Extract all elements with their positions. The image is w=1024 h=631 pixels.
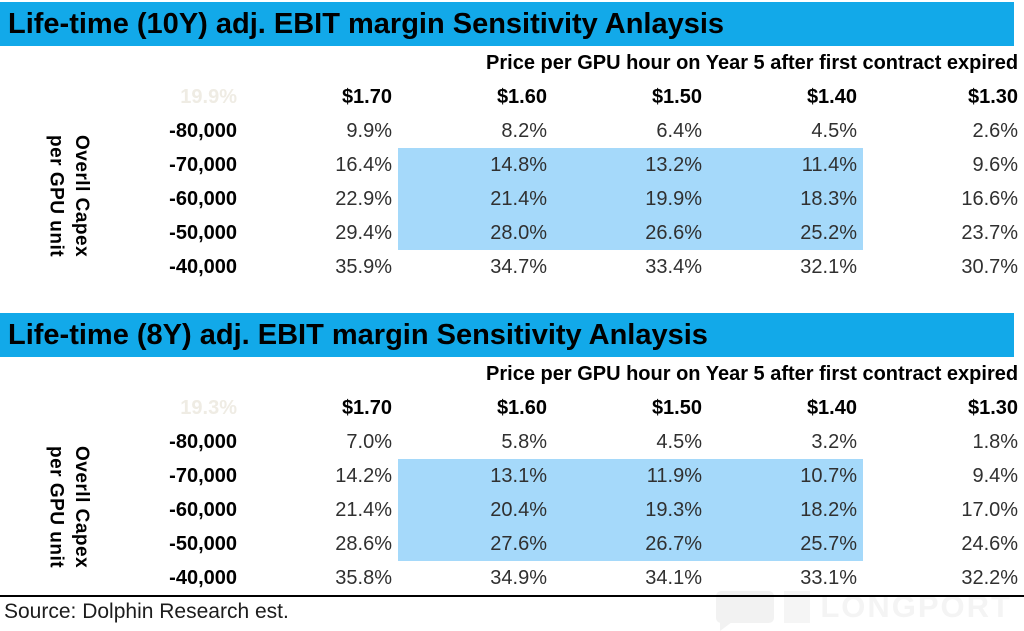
margin-cell: 28.0%	[398, 216, 553, 250]
price-axis-label: Price per GPU hour on Year 5 after first…	[486, 362, 1019, 385]
margin-cell: 23.7%	[961, 221, 1019, 244]
margin-cell: 34.1%	[645, 566, 702, 589]
sensitivity-table-8y: Life-time (8Y) adj. EBIT margin Sensitiv…	[0, 313, 1024, 595]
margin-cell: 35.8%	[335, 566, 392, 589]
col-header: $1.30	[968, 396, 1019, 419]
row-header: -80,000	[169, 119, 237, 142]
margin-cell: 27.6%	[398, 527, 553, 561]
margin-cell: 19.9%	[553, 182, 708, 216]
margin-cell: 26.6%	[553, 216, 708, 250]
watermark-text: LONGPORT	[820, 589, 1012, 624]
margin-cell: 20.4%	[398, 493, 553, 527]
margin-cell: 8.2%	[501, 119, 547, 142]
col-header: $1.50	[651, 396, 702, 419]
margin-cell: 33.4%	[645, 255, 702, 278]
col-header: $1.60	[496, 85, 547, 108]
col-header: $1.30	[968, 85, 1019, 108]
margin-cell: 33.1%	[800, 566, 857, 589]
row-header: -70,000	[169, 153, 237, 176]
margin-cell: 4.5%	[811, 119, 857, 142]
spacer-cell	[0, 80, 100, 114]
margin-cell: 29.4%	[335, 221, 392, 244]
row-header: -70,000	[169, 464, 237, 487]
capex-axis-label: Overll Capex per GPU unit	[45, 134, 92, 258]
margin-cell: 17.0%	[961, 498, 1019, 521]
row-header: -50,000	[169, 221, 237, 244]
margin-cell: 11.4%	[708, 148, 863, 182]
margin-cell: 32.2%	[961, 566, 1019, 589]
margin-cell: 4.5%	[656, 430, 702, 453]
spacer-cell	[0, 391, 100, 425]
row-header: -50,000	[169, 532, 237, 555]
margin-cell: 24.6%	[961, 532, 1019, 555]
row-header: -40,000	[169, 566, 237, 589]
sensitivity-grid-10y: Price per GPU hour on Year 5 after first…	[0, 46, 1024, 284]
margin-cell: 34.9%	[490, 566, 547, 589]
col-header: $1.70	[341, 85, 392, 108]
margin-cell: 18.2%	[708, 493, 863, 527]
table-title-bar-8y: Life-time (8Y) adj. EBIT margin Sensitiv…	[0, 313, 1014, 357]
margin-cell: 14.8%	[398, 148, 553, 182]
capex-axis-label-cell: Overll Capex per GPU unit	[0, 425, 100, 595]
margin-cell: 9.6%	[972, 153, 1019, 176]
margin-cell: 2.6%	[972, 119, 1019, 142]
margin-cell: 28.6%	[335, 532, 392, 555]
row-header: -80,000	[169, 430, 237, 453]
row-header: -60,000	[169, 187, 237, 210]
row-header: -40,000	[169, 255, 237, 278]
row-header: -60,000	[169, 498, 237, 521]
col-header: $1.70	[341, 396, 392, 419]
margin-cell: 7.0%	[346, 430, 392, 453]
table-title-8y: Life-time (8Y) adj. EBIT margin Sensitiv…	[8, 318, 708, 351]
margin-cell: 6.4%	[656, 119, 702, 142]
source-note: Source: Dolphin Research est.	[0, 595, 1024, 624]
margin-cell: 25.7%	[708, 527, 863, 561]
sensitivity-grid-8y: Price per GPU hour on Year 5 after first…	[0, 357, 1024, 595]
margin-cell: 19.3%	[553, 493, 708, 527]
margin-cell: 34.7%	[490, 255, 547, 278]
margin-cell: 25.2%	[708, 216, 863, 250]
margin-cell: 32.1%	[800, 255, 857, 278]
capex-axis-label-cell: Overll Capex per GPU unit	[0, 114, 100, 284]
margin-cell: 18.3%	[708, 182, 863, 216]
margin-cell: 11.9%	[553, 459, 708, 493]
margin-cell: 30.7%	[961, 255, 1019, 278]
capex-axis-label: Overll Capex per GPU unit	[45, 445, 92, 569]
col-header: $1.50	[651, 85, 702, 108]
table-title-bar-10y: Life-time (10Y) adj. EBIT margin Sensiti…	[0, 2, 1014, 46]
margin-cell: 9.9%	[346, 119, 392, 142]
margin-cell: 16.6%	[961, 187, 1019, 210]
spacer-cell	[0, 46, 243, 80]
margin-cell: 22.9%	[335, 187, 392, 210]
sensitivity-table-10y: Life-time (10Y) adj. EBIT margin Sensiti…	[0, 2, 1024, 284]
margin-cell: 9.4%	[972, 464, 1019, 487]
col-header: $1.40	[806, 85, 857, 108]
col-header: $1.40	[806, 396, 857, 419]
margin-cell: 26.7%	[553, 527, 708, 561]
source-text: Source: Dolphin Research est.	[4, 600, 289, 623]
margin-cell: 16.4%	[335, 153, 392, 176]
margin-cell: 21.4%	[335, 498, 392, 521]
base-case-value: 19.3%	[180, 396, 237, 419]
spacer-cell	[0, 357, 243, 391]
margin-cell: 14.2%	[335, 464, 392, 487]
margin-cell: 13.2%	[553, 148, 708, 182]
margin-cell: 3.2%	[811, 430, 857, 453]
margin-cell: 1.8%	[972, 430, 1019, 453]
base-case-value: 19.9%	[180, 85, 237, 108]
margin-cell: 21.4%	[398, 182, 553, 216]
margin-cell: 13.1%	[398, 459, 553, 493]
margin-cell: 10.7%	[708, 459, 863, 493]
price-axis-label: Price per GPU hour on Year 5 after first…	[486, 51, 1019, 74]
table-title-10y: Life-time (10Y) adj. EBIT margin Sensiti…	[8, 7, 725, 40]
margin-cell: 5.8%	[501, 430, 547, 453]
col-header: $1.60	[496, 396, 547, 419]
margin-cell: 35.9%	[335, 255, 392, 278]
